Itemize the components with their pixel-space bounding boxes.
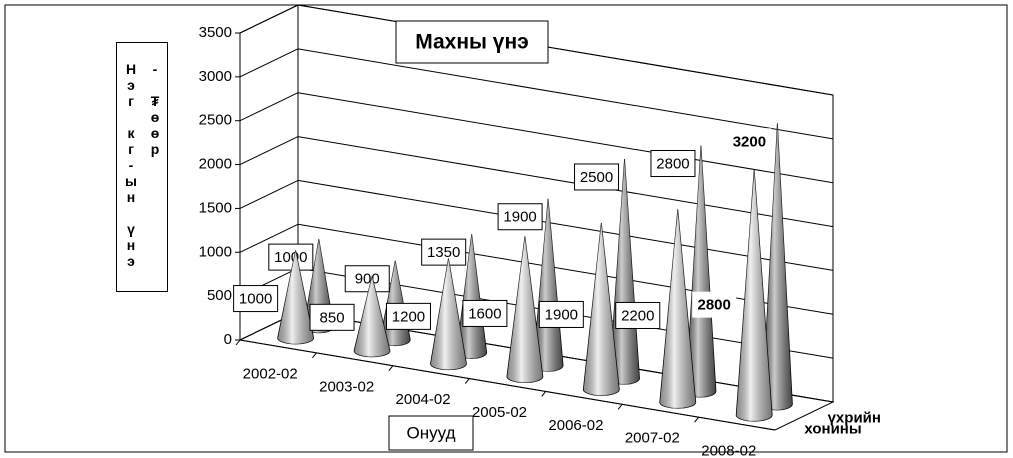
value-label-box: 1350 <box>421 238 467 266</box>
value-label-bg <box>692 291 737 318</box>
x-tick-label: 2007-02 <box>625 430 680 447</box>
x-tick <box>464 378 470 384</box>
value-label-bg <box>727 128 772 155</box>
value-label: 2500 <box>580 169 613 186</box>
value-label-bg <box>615 301 661 329</box>
title-box <box>395 20 549 64</box>
x-tick-label: 2005-02 <box>472 404 527 421</box>
x-tick <box>312 352 317 359</box>
grid-line <box>239 223 299 253</box>
value-label: 1350 <box>427 244 460 261</box>
y-tick-label: 1500 <box>199 199 232 216</box>
value-label-box: 1200 <box>385 302 431 330</box>
value-label-box: 2200 <box>615 301 661 329</box>
y-tick-label: 3500 <box>199 24 232 41</box>
value-label: 1200 <box>392 308 425 325</box>
value-label-bg <box>574 163 620 191</box>
value-label-bg <box>268 243 314 271</box>
value-label-bg <box>421 238 467 266</box>
x-label-box <box>388 415 474 451</box>
grid-line <box>239 92 299 122</box>
x-tick <box>617 403 623 410</box>
x-tick <box>235 339 241 346</box>
grid-line <box>239 136 299 166</box>
grid-line <box>239 4 299 34</box>
value-label-bg <box>538 300 584 328</box>
value-label: 900 <box>355 271 380 288</box>
value-label-box: 2800 <box>650 150 696 178</box>
value-label: 3200 <box>733 133 766 150</box>
legend-label: үхрийн <box>828 409 881 426</box>
x-tick <box>694 416 699 423</box>
value-label-bg <box>650 150 696 178</box>
value-label-box: 2800 <box>692 291 737 318</box>
grid-line <box>297 179 834 271</box>
x-axis <box>239 339 776 431</box>
value-label-bg <box>385 302 431 330</box>
value-label-box: 3200 <box>727 128 772 155</box>
value-label-box: 1900 <box>538 300 584 328</box>
value-label: 1000 <box>274 249 307 266</box>
cone-shade <box>736 169 773 422</box>
value-label-box: 1900 <box>497 203 543 231</box>
y-tick-label: 2000 <box>199 156 232 173</box>
value-label-box: 1000 <box>268 243 314 271</box>
value-label-box: 1000 <box>233 285 279 313</box>
value-label: 1900 <box>503 209 536 226</box>
cone-shade <box>762 123 793 410</box>
grid-line <box>297 48 834 140</box>
y-tick-label: 500 <box>207 287 232 304</box>
grid-line <box>297 223 834 315</box>
value-label: 2800 <box>656 155 689 172</box>
cone-shade <box>430 258 467 370</box>
x-tick-label: 2008-02 <box>701 443 756 458</box>
value-label-bg <box>233 285 279 313</box>
legend-label: хонины <box>804 421 861 438</box>
value-label: 2200 <box>621 307 654 324</box>
value-label: 850 <box>320 309 345 326</box>
grid-line <box>239 48 299 78</box>
value-label-box: 900 <box>344 265 390 293</box>
value-label: 1600 <box>468 305 501 322</box>
y-tick-label: 3000 <box>199 68 232 85</box>
value-label-bg <box>497 203 543 231</box>
x-tick-label: 2006-02 <box>548 417 603 434</box>
value-label: 1900 <box>545 306 578 323</box>
y-tick-label: 2500 <box>199 112 232 129</box>
cone-shade <box>277 250 314 345</box>
chart-title: Махны үнэ <box>415 31 529 54</box>
x-tick <box>388 365 394 372</box>
cone-shade <box>583 222 620 396</box>
x-axis-label: Онууд <box>407 423 456 442</box>
value-label-box: 1600 <box>462 299 508 327</box>
grid-line <box>297 92 834 184</box>
value-label: 1000 <box>239 291 272 308</box>
x-tick <box>541 391 547 397</box>
value-label-box: 850 <box>309 303 355 331</box>
cone-shade <box>659 209 696 409</box>
cone-shade <box>456 234 487 359</box>
value-label: 2800 <box>697 297 730 314</box>
value-label-bg <box>462 299 508 327</box>
cone-shade <box>506 236 543 383</box>
grid-line <box>239 179 299 209</box>
y-tick-label: 1000 <box>199 243 232 260</box>
cone-shade <box>354 276 391 357</box>
value-label-bg <box>344 265 390 293</box>
y-tick-label: 0 <box>224 331 232 348</box>
value-label-bg <box>309 303 355 331</box>
grid-line <box>297 136 834 228</box>
cone-shade <box>533 198 564 372</box>
cone-shade <box>685 145 716 398</box>
x-tick-label: 2003-02 <box>319 378 374 395</box>
grid-line <box>297 4 834 96</box>
x-tick-label: 2002-02 <box>243 365 298 382</box>
y-axis-label: Нэг кг-ын үнэ - ₮өөр <box>116 42 168 292</box>
x-tick-label: 2004-02 <box>396 391 451 408</box>
value-label-box: 2500 <box>574 163 620 191</box>
